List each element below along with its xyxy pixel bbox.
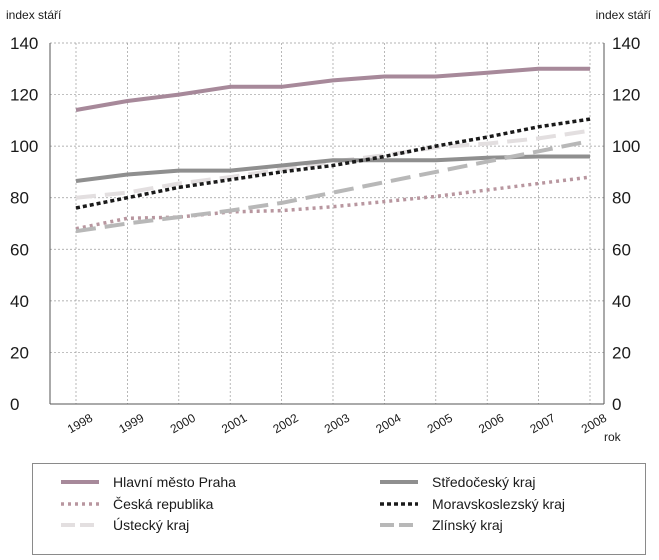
y-tick-label-left: 20 xyxy=(10,343,29,362)
y-tick-label-right: 20 xyxy=(612,343,631,362)
y-tick-label-left: 120 xyxy=(10,86,38,105)
x-tick-label: 2001 xyxy=(219,411,249,437)
y-tick-label-left: 80 xyxy=(10,189,29,208)
y-tick-label-right: 60 xyxy=(612,240,631,259)
x-tick-label: 1999 xyxy=(116,411,146,437)
y-axis-title-right: index stáří xyxy=(595,8,651,22)
legend-swatch xyxy=(61,502,99,506)
x-axis-unit: rok xyxy=(604,430,622,444)
legend-swatch xyxy=(380,502,418,506)
y-tick-label-right: 80 xyxy=(612,189,631,208)
x-tick-label: 2002 xyxy=(271,411,301,437)
legend-item: Hlavní město Praha xyxy=(61,472,236,492)
legend-item: Ústecký kraj xyxy=(61,515,189,535)
x-tick-label: 2006 xyxy=(476,411,506,437)
legend-swatch xyxy=(380,523,418,527)
legend-swatch xyxy=(380,480,418,484)
series-line-1 xyxy=(75,66,590,112)
legend-swatch xyxy=(61,480,99,484)
chart-series xyxy=(75,66,591,234)
y-tick-label-right: 120 xyxy=(612,86,640,105)
series-line-5 xyxy=(75,117,591,210)
legend-label: Hlavní město Praha xyxy=(113,474,236,490)
legend-label: Zlínský kraj xyxy=(432,517,503,533)
series-line-2 xyxy=(75,175,591,231)
chart-legend: Hlavní město Praha Česká republika Ústecký… xyxy=(32,463,646,555)
y-axis-title-left: index stáří xyxy=(6,8,62,22)
y-tick-label-left: 60 xyxy=(10,240,29,259)
chart-labels: 0 0 20 20 40 40 60 60 80 80 100 100 120 120 140 140 1998… xyxy=(10,34,640,444)
legend-label: Česká republika xyxy=(113,496,214,512)
legend-item: Zlínský kraj xyxy=(380,515,503,535)
x-tick-label: 2003 xyxy=(322,411,352,437)
x-tick-label: 2007 xyxy=(528,411,558,437)
y-tick-label-right: 0 xyxy=(612,395,621,414)
legend-label: Ústecký kraj xyxy=(113,517,190,533)
line-chart: 0 0 20 20 40 40 60 60 80 80 100 100 120 120 140 140 1998… xyxy=(10,34,640,444)
y-tick-label-left: 40 xyxy=(10,292,29,311)
chart-axes xyxy=(49,43,605,405)
series-line-4 xyxy=(75,154,590,183)
y-tick-label-right: 40 xyxy=(612,292,631,311)
y-tick-label-right: 100 xyxy=(612,137,640,156)
legend-label: Moravskoslezský kraj xyxy=(432,496,566,512)
legend-item: Moravskoslezský kraj xyxy=(380,494,565,514)
legend-item: Středočeský kraj xyxy=(380,472,535,492)
y-tick-label-left: 140 xyxy=(10,34,38,53)
legend-label: Středočeský kraj xyxy=(432,474,536,490)
x-tick-label: 2005 xyxy=(425,411,455,437)
x-tick-label: 2004 xyxy=(373,411,403,437)
y-tick-label-left: 0 xyxy=(10,395,19,414)
chart-grid xyxy=(50,42,604,404)
legend-item: Česká republika xyxy=(61,494,213,514)
y-tick-label-left: 100 xyxy=(10,137,38,156)
legend-swatch xyxy=(61,523,99,527)
x-tick-label: 2000 xyxy=(168,411,198,437)
y-tick-label-right: 140 xyxy=(612,34,640,53)
x-tick-label: 1998 xyxy=(65,411,95,437)
